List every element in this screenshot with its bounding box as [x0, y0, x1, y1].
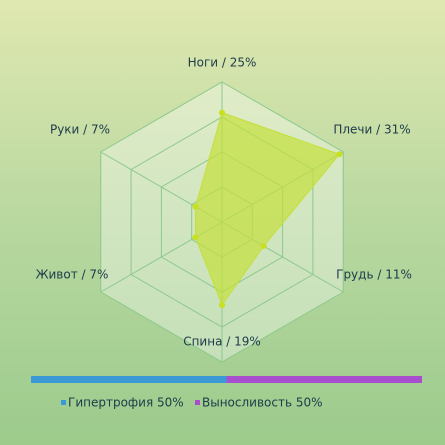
axis-label: Спина / 19% [183, 335, 261, 349]
radar-point [260, 243, 267, 250]
radar-point [192, 234, 199, 241]
axis-label: Грудь / 11% [336, 268, 412, 282]
axis-label: Плечи / 31% [333, 123, 410, 137]
axis-label: Руки / 7% [50, 123, 110, 137]
axis-label: Ноги / 25% [188, 56, 257, 70]
legend-label: Выносливость 50% [202, 396, 323, 410]
bar-segment [31, 376, 227, 383]
radar-point [336, 151, 343, 158]
axis-label: Живот / 7% [36, 268, 109, 282]
bar-segment [226, 376, 422, 383]
legend-label: Гипертрофия 50% [68, 396, 184, 410]
legend-swatch [195, 400, 200, 405]
radar-point [192, 203, 199, 210]
legend-swatch [61, 400, 66, 405]
radar-point [219, 109, 225, 116]
radar-point [219, 302, 225, 309]
